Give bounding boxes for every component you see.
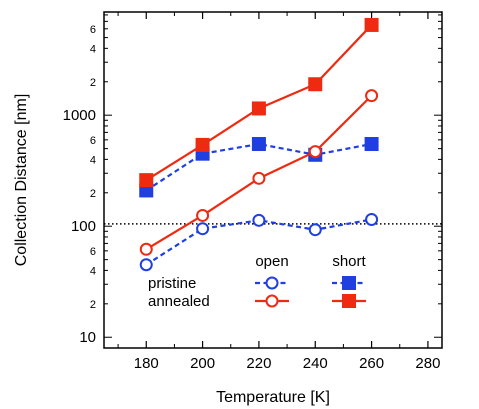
x-tick-label: 280 xyxy=(415,355,440,372)
data-point-annealed-short-260 xyxy=(364,17,379,32)
y-minor-tick-label: 6 xyxy=(90,24,96,36)
legend-marker-annealed-open xyxy=(265,294,279,308)
data-point-pristine-open-200 xyxy=(196,222,210,236)
y-tick-label: 10 xyxy=(79,329,96,346)
y-minor-tick-label: 6 xyxy=(90,135,96,147)
data-point-pristine-open-180 xyxy=(139,258,153,272)
y-tick-label: 1000 xyxy=(63,107,96,124)
y-tick-label: 100 xyxy=(71,218,96,235)
legend-header-short: short xyxy=(332,253,366,270)
legend-label-annealed: annealed xyxy=(148,293,210,310)
y-minor-tick-label: 2 xyxy=(90,299,96,311)
y-minor-tick-label: 2 xyxy=(90,188,96,200)
y-axis-title: Collection Distance [nm] xyxy=(13,94,30,267)
data-point-annealed-open-240 xyxy=(308,145,322,159)
data-point-pristine-open-260 xyxy=(365,212,379,226)
plot-area: 180 200 220 240 260 280 10 100 1000 2 4 6 2 4 6 2 4 6 Temp… xyxy=(13,11,443,406)
x-tick-label: 200 xyxy=(190,355,215,372)
y-minor-tick-label: 4 xyxy=(90,43,96,55)
data-point-annealed-short-220 xyxy=(251,101,266,116)
legend-marker-pristine-open xyxy=(265,276,279,290)
data-point-annealed-open-220 xyxy=(252,171,266,185)
data-point-annealed-short-200 xyxy=(195,137,210,152)
y-minor-tick-label: 4 xyxy=(90,265,96,277)
data-point-pristine-open-240 xyxy=(308,223,322,237)
data-point-pristine-short-260 xyxy=(364,137,379,152)
y-minor-tick-label: 6 xyxy=(90,246,96,258)
legend-label-pristine: pristine xyxy=(148,275,196,292)
data-point-annealed-open-200 xyxy=(196,208,210,222)
x-axis-title: Temperature [K] xyxy=(216,389,330,406)
x-tick-label: 240 xyxy=(303,355,328,372)
plot-frame xyxy=(103,11,443,349)
data-point-pristine-short-220 xyxy=(251,137,266,152)
legend-header-open: open xyxy=(255,253,288,270)
y-minor-tick-label: 4 xyxy=(90,154,96,166)
y-minor-tick-label: 2 xyxy=(90,77,96,89)
data-point-annealed-short-180 xyxy=(139,173,154,188)
series-line-pristine-short xyxy=(145,142,372,192)
data-point-pristine-open-220 xyxy=(252,213,266,227)
x-tick-label: 220 xyxy=(246,355,271,372)
x-tick-label: 260 xyxy=(359,355,384,372)
data-point-annealed-open-180 xyxy=(139,242,153,256)
data-point-annealed-short-240 xyxy=(308,77,323,92)
legend-marker-pristine-short xyxy=(342,276,356,290)
x-tick-label: 180 xyxy=(134,355,159,372)
legend-marker-annealed-short xyxy=(342,294,356,308)
data-point-annealed-open-260 xyxy=(365,89,379,103)
